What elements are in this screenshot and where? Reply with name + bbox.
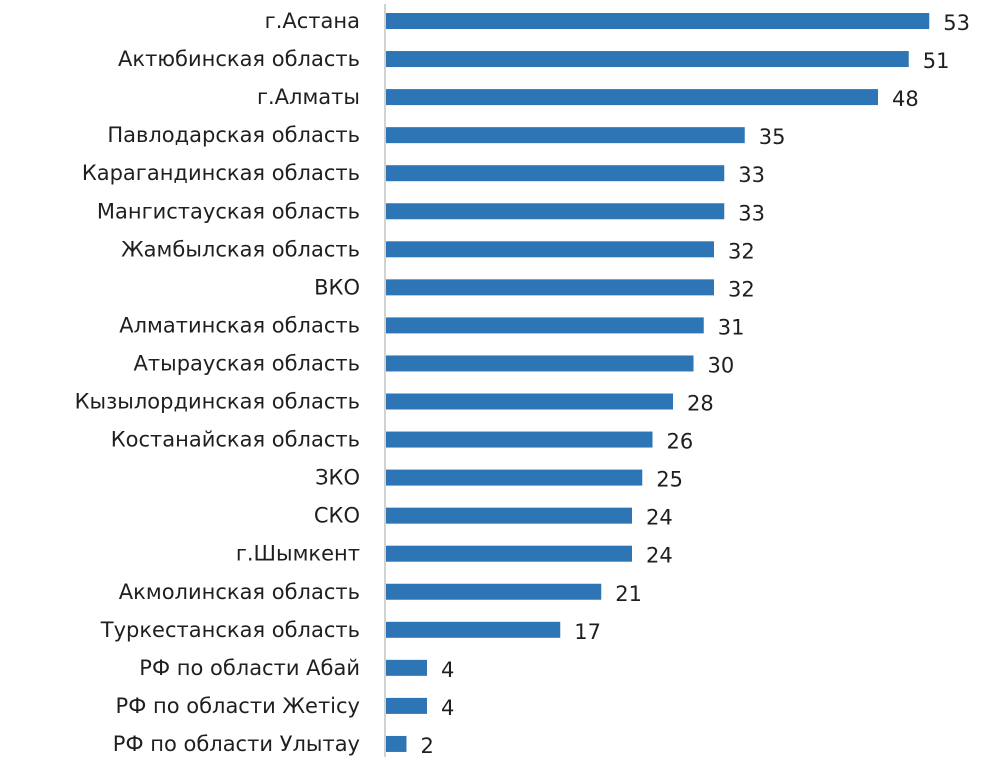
value-label: 33 — [738, 163, 765, 187]
bar — [386, 697, 427, 714]
value-label: 53 — [943, 11, 970, 35]
bar — [386, 621, 561, 638]
bar — [386, 89, 878, 106]
category-label: г.Астана — [265, 9, 360, 33]
value-label: 21 — [615, 582, 642, 606]
bar — [386, 545, 632, 562]
category-label: Мангистауская область — [97, 199, 360, 223]
value-label: 24 — [646, 506, 673, 530]
category-label: Павлодарская область — [107, 123, 360, 147]
bar — [386, 317, 704, 334]
value-label: 24 — [646, 544, 673, 568]
bar — [386, 583, 602, 600]
bars-layer: г.Астана 53 Актюбинская область 51 г.Алматы 4… — [75, 9, 970, 757]
bar — [386, 469, 643, 486]
value-label: 17 — [574, 620, 601, 644]
category-label: Атырауская область — [134, 351, 360, 375]
value-label: 25 — [656, 468, 683, 492]
category-label: Жамбылская область — [121, 237, 360, 261]
bar — [386, 165, 725, 182]
value-label: 26 — [667, 430, 694, 454]
bar — [386, 279, 714, 296]
category-label: Акмолинская область — [119, 580, 360, 604]
category-label: СКО — [314, 504, 360, 528]
category-label: Карагандинская область — [82, 161, 360, 185]
bar — [386, 51, 909, 68]
bar — [386, 735, 407, 752]
value-label: 35 — [759, 125, 786, 149]
bar — [386, 507, 632, 524]
category-label: РФ по области Улытау — [113, 732, 360, 756]
category-label: Костанайская область — [111, 428, 360, 452]
value-label: 33 — [738, 201, 765, 225]
category-label: ЗКО — [315, 466, 360, 490]
category-label: РФ по области Жетісу — [116, 694, 360, 718]
value-label: 30 — [708, 353, 735, 377]
bar — [386, 13, 930, 29]
category-label: г.Шымкент — [236, 542, 360, 566]
bar — [386, 127, 745, 144]
value-label: 4 — [441, 658, 454, 682]
value-label: 4 — [441, 696, 454, 720]
value-label: 2 — [421, 734, 434, 757]
value-label: 28 — [687, 392, 714, 416]
category-label: РФ по области Абай — [139, 656, 360, 680]
category-label: Туркестанская область — [100, 618, 360, 642]
bar — [386, 659, 427, 676]
value-label: 31 — [718, 315, 745, 339]
bar — [386, 355, 694, 372]
category-label: Алматинская область — [119, 313, 360, 337]
bar — [386, 241, 714, 258]
bar — [386, 203, 725, 220]
category-label: Актюбинская область — [118, 47, 360, 71]
category-label: ВКО — [314, 275, 360, 299]
bar — [386, 431, 653, 448]
category-label: Кызылординская область — [75, 390, 360, 414]
value-label: 48 — [892, 87, 919, 111]
bar — [386, 393, 673, 410]
value-label: 32 — [728, 239, 755, 263]
value-label: 32 — [728, 277, 755, 301]
category-label: г.Алматы — [257, 85, 360, 109]
value-label: 51 — [923, 49, 950, 73]
